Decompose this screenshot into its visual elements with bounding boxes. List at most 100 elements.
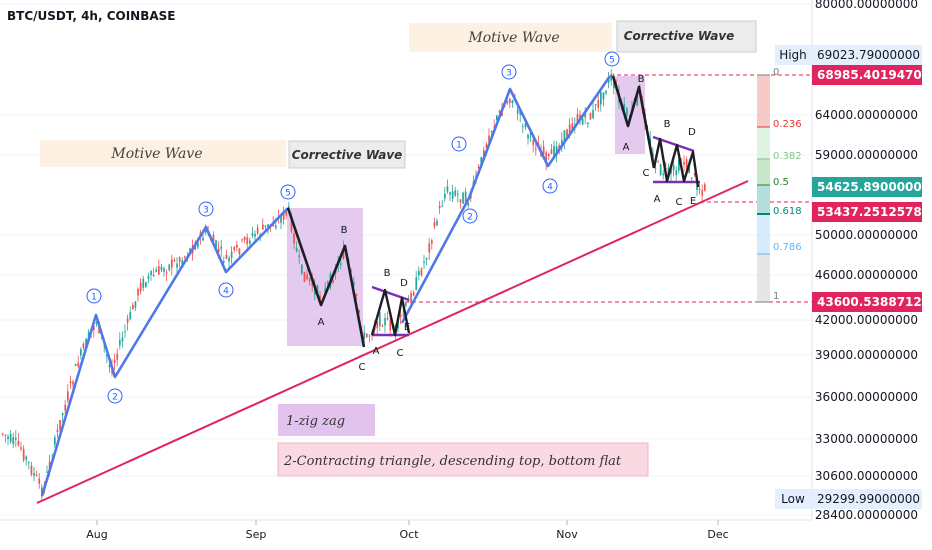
price-tick-13: 33000.00000000 — [815, 432, 918, 446]
candle — [150, 270, 152, 281]
candle — [457, 189, 459, 203]
candle — [30, 461, 33, 477]
corrective-wave-box-right[interactable] — [616, 20, 757, 53]
candle — [301, 264, 303, 275]
svg-text:1: 1 — [91, 293, 97, 303]
note-zigzag-box[interactable] — [278, 404, 375, 436]
price-axis[interactable]: 80000.00000000 High 69023.79000000 68985.40… — [775, 0, 930, 522]
high-label: High — [779, 48, 807, 62]
candle — [142, 275, 145, 292]
candle — [363, 324, 366, 344]
candle — [298, 249, 301, 265]
candle — [509, 98, 511, 108]
candle — [176, 257, 178, 274]
motive-wave-box-right[interactable] — [409, 23, 612, 52]
candle — [119, 332, 121, 350]
fib-retracement[interactable]: 0 0.236 0.382 0.5 0.618 0.786 1 — [757, 67, 802, 303]
candle — [522, 123, 524, 134]
candle — [379, 311, 381, 332]
candle — [454, 186, 457, 198]
candle — [386, 311, 389, 321]
motive-wave-label-right: Motive Wave — [467, 30, 559, 46]
candle — [420, 267, 423, 277]
fib-level-0.786: 0.786 — [773, 242, 802, 253]
candle — [33, 466, 35, 482]
candle — [173, 257, 176, 263]
candle — [428, 238, 431, 261]
candle — [69, 375, 72, 389]
low-label-bg — [775, 489, 812, 509]
fib-level-0: 0 — [773, 67, 779, 78]
price-tick-3: 64000.00000000 — [815, 108, 918, 122]
corrective-wave-box-left[interactable] — [288, 140, 406, 169]
candle — [693, 172, 696, 178]
time-tick-nov: Nov — [556, 528, 578, 541]
candle — [444, 187, 446, 202]
svg-text:5: 5 — [609, 56, 615, 66]
candle — [126, 314, 129, 331]
candle — [129, 306, 132, 321]
top-triangle-label-0: C — [643, 168, 650, 179]
candle — [243, 236, 246, 244]
candle — [441, 200, 444, 208]
candle — [433, 217, 436, 230]
candle — [425, 257, 428, 266]
candle — [462, 191, 464, 204]
price-badge-label-6: 53437.25125787 — [817, 205, 930, 219]
candle — [163, 266, 165, 277]
wave-label-first-3: 3 — [198, 201, 214, 217]
triangle-left[interactable] — [370, 285, 411, 337]
time-axis[interactable]: Aug Sep Oct Nov Dec — [86, 520, 729, 541]
triangle-label-d: D — [400, 278, 408, 289]
zigzag-path-left[interactable] — [286, 207, 366, 348]
wave-label-first-4: 4 — [218, 282, 234, 298]
price-tick-4: 59000.00000000 — [815, 148, 918, 162]
candle — [597, 93, 600, 112]
candle — [340, 257, 342, 270]
note-triangle-box[interactable] — [277, 442, 649, 477]
time-tick-dec: Dec — [707, 528, 728, 541]
candle — [418, 266, 420, 281]
triangle-top[interactable] — [652, 135, 700, 188]
fib-level-0.236: 0.236 — [773, 119, 802, 130]
candle — [524, 121, 527, 131]
corrective-wave-label-right: Corrective Wave — [624, 29, 735, 43]
motive-wave-path-1[interactable] — [40, 207, 289, 497]
candle — [451, 184, 454, 203]
candle — [295, 241, 298, 253]
grid-lines — [0, 3, 812, 516]
price-badge-9 — [812, 292, 922, 312]
candle — [134, 301, 137, 311]
svg-text:5: 5 — [285, 189, 291, 199]
candle — [412, 290, 415, 297]
candle — [548, 152, 550, 161]
triangle-label-c: C — [397, 348, 404, 359]
candle — [178, 256, 181, 268]
candle — [308, 277, 311, 286]
wave-label-second-1: 1 — [451, 136, 467, 152]
price-badge-6 — [812, 202, 922, 222]
candle — [566, 128, 568, 137]
candle — [285, 210, 288, 220]
candle — [59, 419, 61, 433]
candle — [67, 384, 69, 403]
motive-wave-box-left[interactable] — [40, 140, 286, 167]
svg-text:3: 3 — [506, 69, 512, 79]
motive-wave-path-2[interactable] — [400, 75, 612, 324]
motive-wave-label-left: Motive Wave — [110, 146, 202, 162]
candle — [184, 255, 186, 260]
candle — [550, 143, 553, 155]
top-triangle-label-2: B — [664, 119, 671, 130]
candle — [662, 169, 665, 180]
high-value-bg — [812, 45, 922, 65]
zigzag-path-top[interactable] — [611, 75, 656, 169]
candle — [368, 334, 371, 343]
fib-level-1: 1 — [773, 291, 779, 302]
candle — [587, 122, 589, 128]
ascending-trendline[interactable] — [36, 180, 749, 504]
candle — [246, 233, 249, 249]
price-tick-14: 30600.00000000 — [815, 469, 918, 483]
candle — [683, 155, 685, 172]
top-triangle-label-4: D — [688, 127, 696, 138]
